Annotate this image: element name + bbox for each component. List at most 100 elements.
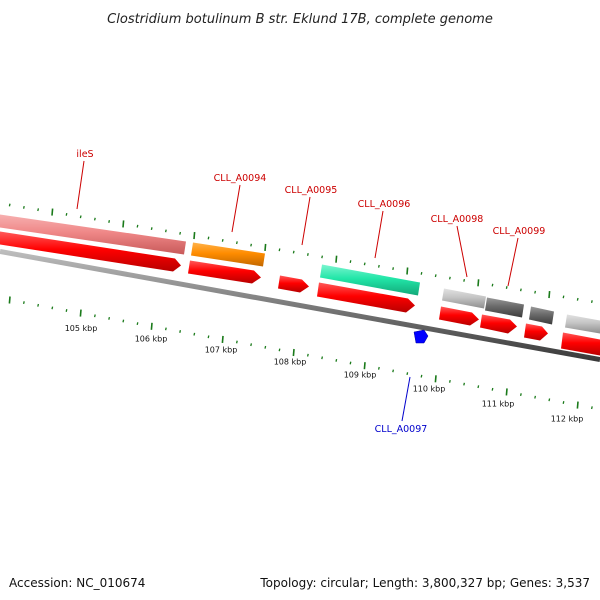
outer-ruler-tick [463,278,466,282]
inner-ruler-tick [548,398,551,402]
outer-ruler-tick [108,220,111,223]
inner-ruler-tick [505,388,508,396]
outer-ruler-tick [562,295,565,299]
outer-ruler-tick [179,231,182,235]
callout-line-CLL_A0094 [231,184,241,233]
inner-ruler-tick [264,345,267,349]
inner-ruler-tick [65,309,68,312]
inner-ruler-tick [292,348,295,357]
inner-ruler-tick [221,335,224,343]
inner-ruler-tick [534,395,537,399]
gene-label-CLL_A0096: CLL_A0096 [358,199,411,210]
gene-arrow-CLL_A0099 [480,314,517,334]
outer-ruler-tick [363,262,366,266]
outer-ruler-tick [278,248,281,252]
outer-ruler-tick [193,232,196,240]
inner-ruler-tick [122,319,125,323]
outer-ruler-tick [434,274,437,278]
outer-ruler-tick [406,267,409,275]
gene-label-CLL_A0097: CLL_A0097 [375,424,428,435]
outer-ruler-tick [477,279,480,287]
inner-ruler-tick [150,322,153,330]
gene-arrow-red-8 [561,332,600,356]
kbp-label-110: 110 kbp [413,385,446,394]
outer-ruler-tick [93,217,96,221]
inner-ruler-tick [463,382,466,386]
gene-arrow-red-7 [524,323,548,341]
outer-ruler-tick [37,208,40,212]
inner-ruler-tick [8,296,11,304]
inner-tick-ruler [8,296,593,410]
gene-CLL_A0094-bar [191,242,265,267]
outer-ruler-tick [79,215,82,219]
inner-ruler-tick [108,316,111,320]
inner-ruler-tick [193,332,196,336]
outer-ruler-tick [22,205,25,209]
inner-ruler-tick [51,306,54,310]
outer-ruler-tick [264,243,267,251]
gene-light-gray-bar [565,314,600,334]
kbp-label-111: 111 kbp [482,400,515,409]
outer-tick-ruler [8,203,593,304]
kbp-labels: 105 kbp 106 kbp 107 kbp 108 kbp 109 kbp … [65,324,584,424]
gene-CLL_A0098-bar [442,288,486,309]
inner-ruler-tick [306,353,309,357]
inner-ruler-tick [434,375,437,383]
gene-arrow-CLL_A0094 [188,260,261,284]
outer-ruler-tick [377,264,380,268]
forward-strand-features [0,214,600,334]
gene-label-CLL_A0098: CLL_A0098 [431,214,484,225]
outer-ruler-tick [207,236,210,240]
outer-ruler-tick [164,229,167,233]
outer-ruler-tick [519,288,522,292]
inner-ruler-tick [93,314,96,318]
callout-line-CLL_A0098 [456,225,468,278]
inner-ruler-tick [477,385,480,389]
outer-ruler-tick [392,267,395,271]
inner-ruler-tick [406,372,409,376]
outer-ruler-tick [321,255,324,259]
outer-ruler-tick [306,253,309,256]
inner-ruler-tick [491,387,494,391]
inner-ruler-tick [207,335,210,339]
inner-ruler-tick [179,330,182,333]
inner-ruler-tick [321,356,324,360]
accession-text: Accession: NC_010674 [9,576,145,590]
outer-ruler-tick [335,255,338,263]
gene-dark-gray-bar [529,306,554,325]
outer-ruler-tick [349,260,352,264]
inner-ruler-tick [562,401,565,404]
kbp-label-106: 106 kbp [135,335,168,344]
outer-ruler-tick [250,243,253,247]
gene-CLL_A0096-bar [320,264,420,296]
inner-ruler-tick [335,358,338,362]
gene-label-ileS: ileS [76,149,93,160]
inner-ruler-tick [590,406,593,410]
kbp-label-109: 109 kbp [344,371,377,380]
inner-ruler-tick [235,340,238,344]
gene-CLL_A0097-marker [413,329,429,344]
inner-ruler-tick [278,348,281,352]
outer-ruler-tick [548,291,551,299]
outer-ruler-tick [51,208,54,216]
gene-arrow-CLL_A0098 [439,306,479,326]
outer-ruler-tick [420,271,423,275]
gene-arrow-ileS [0,231,181,272]
outer-ruler-tick [292,250,295,254]
gene-arrow-CLL_A0096 [317,282,415,313]
kbp-label-108: 108 kbp [274,358,307,367]
inner-ruler-tick [377,366,380,370]
kbp-label-107: 107 kbp [205,346,238,355]
outer-ruler-tick [122,220,125,228]
outer-ruler-tick [235,241,238,245]
kbp-label-112: 112 kbp [551,415,584,424]
callout-line-ileS [76,160,85,210]
outer-ruler-tick [590,300,593,304]
outer-ruler-tick [491,283,494,287]
gene-CLL_A0099-bar [485,297,524,318]
inner-ruler-tick [448,379,451,383]
gene-label-CLL_A0094: CLL_A0094 [214,173,267,184]
gene-callout-lines [76,160,519,287]
inner-ruler-tick [250,343,253,347]
